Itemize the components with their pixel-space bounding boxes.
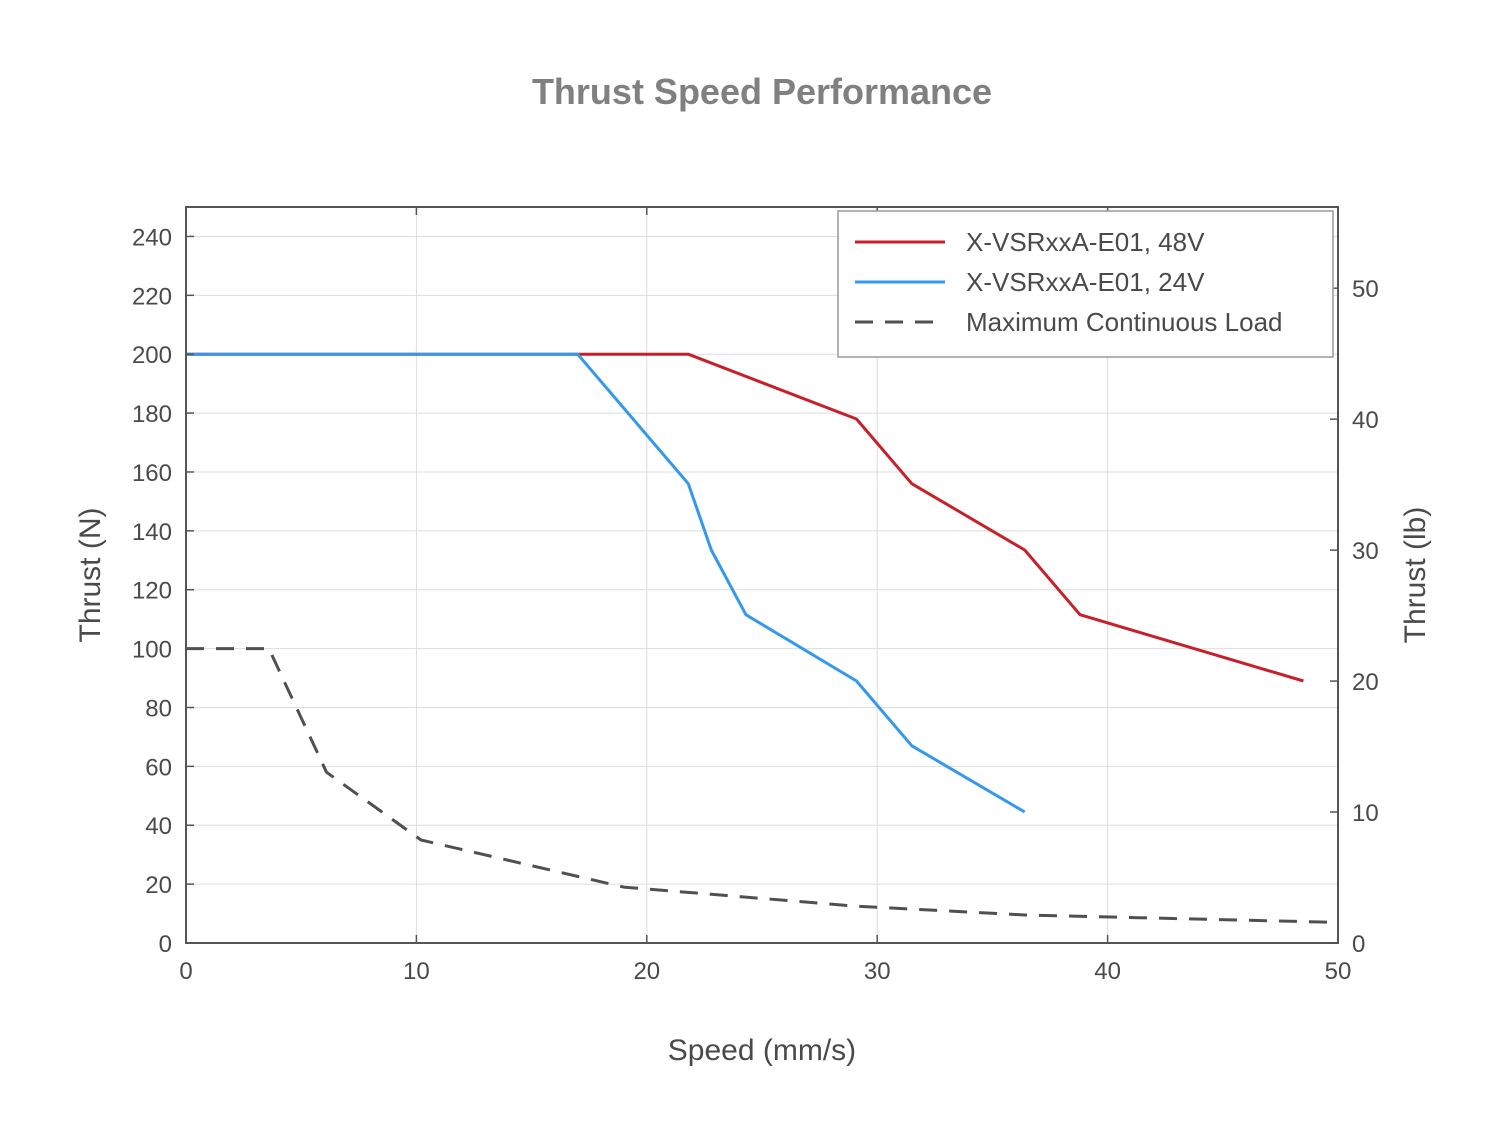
y-tick-label: 140 [132,519,172,546]
x-tick-label: 30 [864,958,891,985]
y2-axis-label: Thrust (lb) [1399,507,1432,644]
series-line-1 [186,352,1026,814]
x-axis-label: Speed (mm/s) [668,1034,856,1067]
y-tick-label: 240 [132,224,172,251]
plot-frame [185,206,1339,944]
x-tick-label: 20 [633,958,660,985]
y-tick-label: 20 [145,872,172,899]
y-tick-label: 40 [145,813,172,840]
x-tick-label: 10 [403,958,430,985]
y-tick-label: 160 [132,460,172,487]
y-tick-label: 60 [145,754,172,781]
series-layer [186,352,1339,924]
x-tick-label: 0 [179,958,192,985]
series-line-2 [186,647,1339,924]
legend-label-max-load: Maximum Continuous Load [966,307,1283,337]
x-tick-label: 40 [1094,958,1121,985]
ticks: 0 10 20 30 40 5002040608010012014016018020022… [132,207,1379,985]
y-tick-label: 200 [132,342,172,369]
legend-label-24v: X-VSRxxA-E01, 24V [966,267,1205,297]
y-tick-label: 0 [159,931,172,958]
legend: X-VSRxxA-E01, 48V X-VSRxxA-E01, 24V Maxi… [837,210,1334,358]
legend-box [837,210,1334,358]
y2-tick-label: 40 [1352,407,1379,434]
y2-tick-label: 50 [1352,276,1379,303]
series-line-0 [186,352,1304,683]
y-tick-label: 120 [132,578,172,605]
y-axis-label: Thrust (N) [74,508,107,643]
legend-label-48v: X-VSRxxA-E01, 48V [966,227,1205,257]
y-tick-label: 100 [132,637,172,664]
x-tick-label: 50 [1325,958,1352,985]
y2-tick-label: 0 [1352,931,1365,958]
y-tick-label: 220 [132,283,172,310]
chart-title: Thrust Speed Performance [532,71,992,112]
y2-tick-label: 10 [1352,800,1379,827]
y2-tick-label: 20 [1352,669,1379,696]
y-tick-label: 180 [132,401,172,428]
y2-tick-label: 30 [1352,538,1379,565]
y-tick-label: 80 [145,695,172,722]
